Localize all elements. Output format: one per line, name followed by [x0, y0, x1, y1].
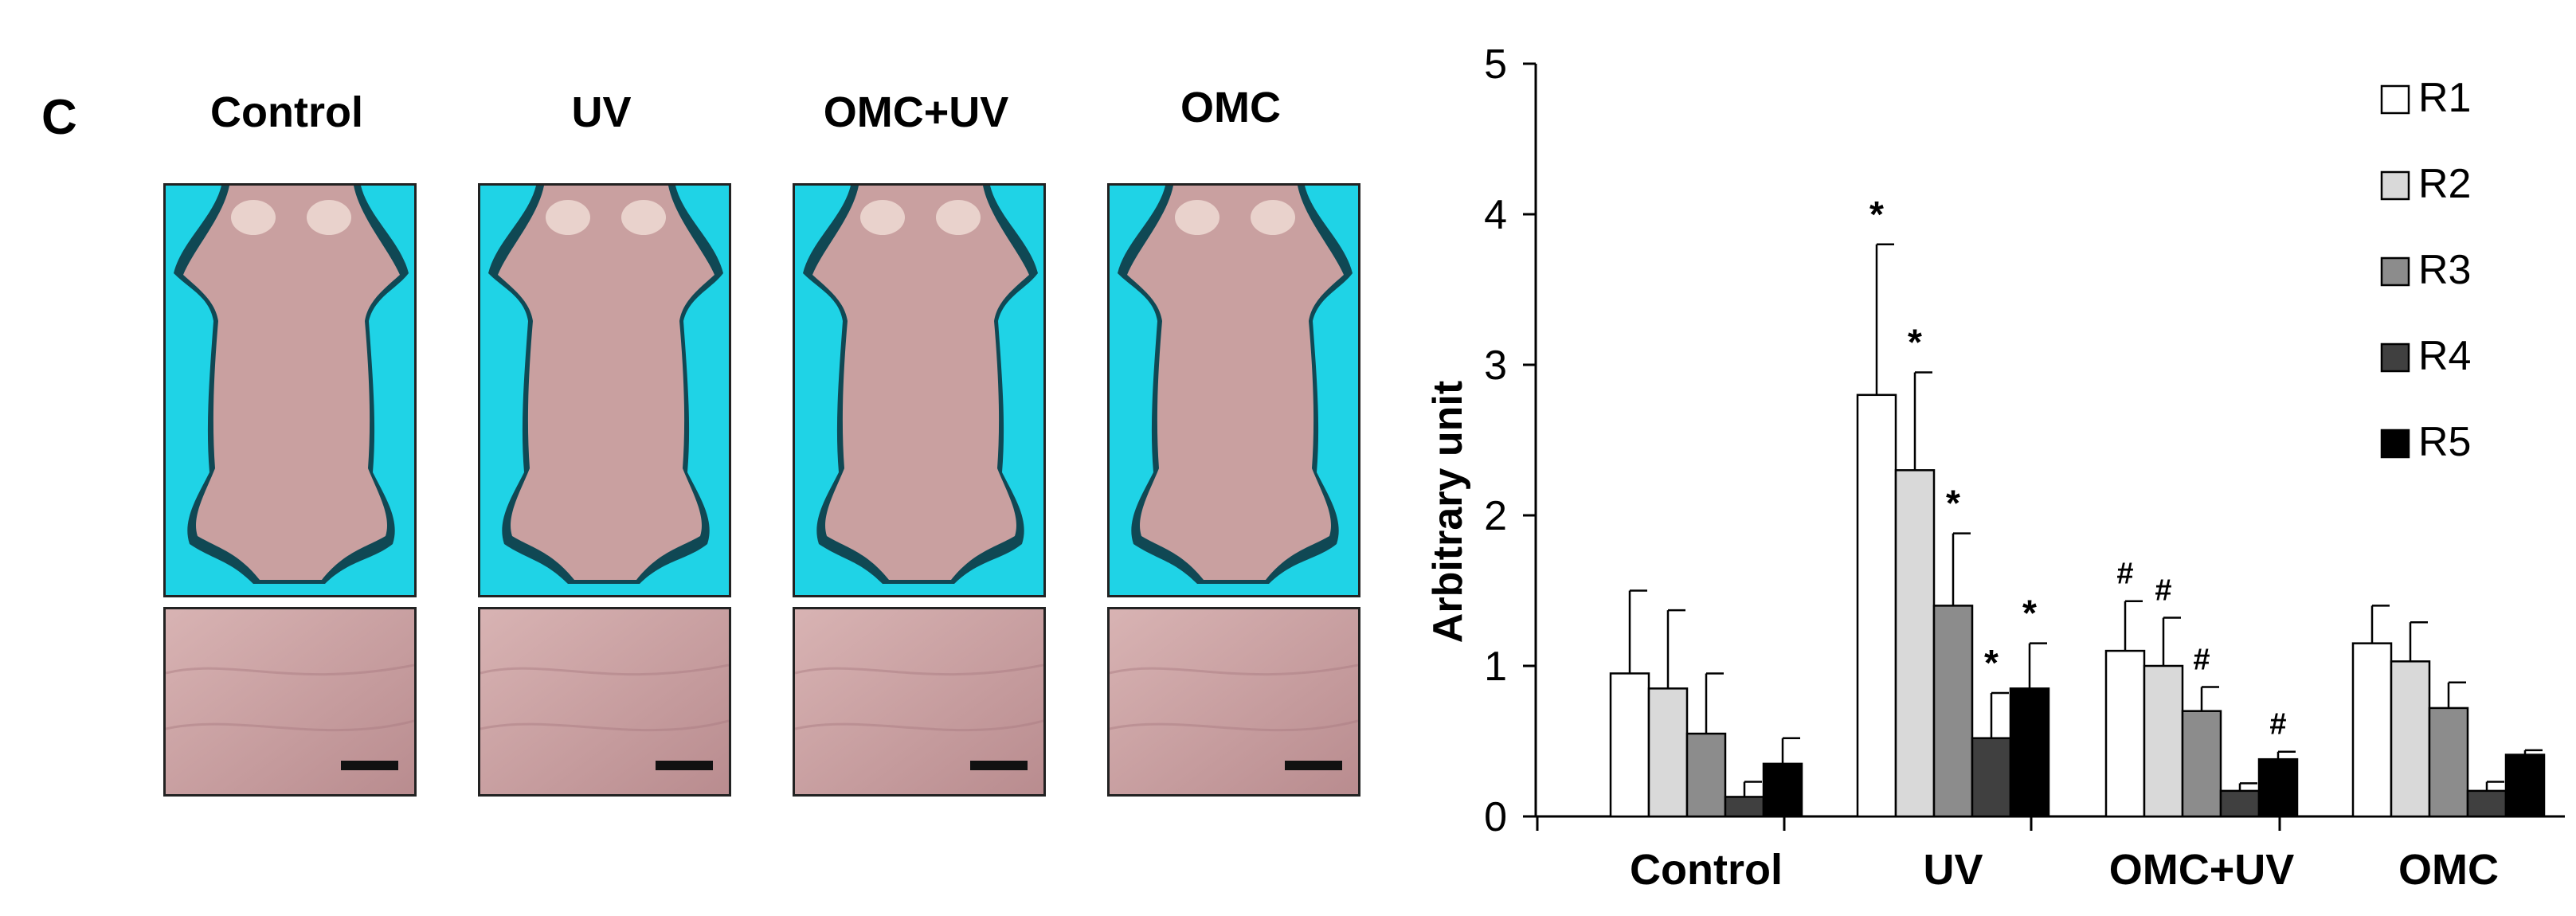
y-tick-label: 4 — [1484, 192, 1507, 238]
significance-mark: * — [2022, 593, 2037, 634]
x-category-label: UV — [1923, 846, 1983, 894]
bar — [1971, 737, 2012, 818]
bar — [1647, 687, 1689, 818]
legend-label: R2 — [2418, 161, 2471, 207]
y-tick-label: 0 — [1484, 794, 1507, 840]
significance-mark: * — [1946, 483, 1960, 524]
mouse-photo — [793, 183, 1046, 597]
bar — [1894, 469, 1936, 818]
bar-chart: 0 1 2 3 4 5 Arbitrary unit Control UV OMC+UV OMC * #… — [1425, 41, 2565, 894]
legend-swatch — [2380, 170, 2410, 201]
bar — [2466, 789, 2507, 818]
bar — [1762, 762, 1803, 818]
significance-mark: # — [2193, 643, 2210, 676]
bar — [1724, 796, 1765, 818]
bar — [2428, 707, 2469, 818]
y-tick-label: 5 — [1484, 41, 1507, 88]
bar — [1932, 605, 1974, 818]
significance-mark: # — [2269, 708, 2286, 742]
bar — [2219, 789, 2261, 818]
panel-label: C — [41, 90, 77, 145]
legend-swatch — [2380, 343, 2410, 373]
bar — [2009, 687, 2050, 818]
legend-swatch — [2380, 429, 2410, 459]
significance-mark: # — [2155, 574, 2171, 608]
photo-column-title: Control — [210, 88, 363, 136]
y-tick-label: 3 — [1484, 343, 1507, 389]
skin-closeup-photo — [478, 607, 731, 797]
legend-swatch — [2380, 84, 2410, 115]
significance-mark: * — [1869, 194, 1884, 235]
legend-swatch — [2380, 256, 2410, 287]
skin-closeup-photo — [163, 607, 417, 797]
bar — [2181, 710, 2222, 818]
bar — [2390, 660, 2431, 818]
bar — [1609, 672, 1650, 818]
bar — [2104, 649, 2146, 818]
y-tick-label: 1 — [1484, 644, 1507, 690]
scale-bar — [970, 761, 1028, 770]
legend-label: R1 — [2418, 75, 2471, 121]
bar — [1685, 732, 1727, 818]
bar — [2143, 664, 2184, 818]
mouse-photo — [1107, 183, 1360, 597]
significance-mark: * — [1908, 321, 1922, 362]
photo-column-title: OMC+UV — [823, 88, 1009, 136]
legend-label: R3 — [2418, 247, 2471, 293]
skin-closeup-photo — [793, 607, 1046, 797]
mouse-photo — [163, 183, 417, 597]
x-category-label: OMC — [2398, 846, 2499, 894]
photo-column-title: OMC — [1180, 84, 1281, 131]
skin-closeup-photo — [1107, 607, 1360, 797]
scale-bar — [1285, 761, 1342, 770]
legend-label: R5 — [2418, 419, 2471, 465]
bar — [2351, 642, 2393, 818]
bar — [1856, 393, 1897, 818]
x-category-label: OMC+UV — [2109, 846, 2295, 894]
scale-bar — [656, 761, 713, 770]
significance-mark: * — [1984, 642, 1999, 683]
y-axis-label: Arbitrary unit — [1425, 381, 1471, 643]
x-category-label: Control — [1630, 846, 1783, 894]
mouse-photo — [478, 183, 731, 597]
legend-label: R4 — [2418, 333, 2471, 379]
photo-column-title: UV — [571, 88, 632, 136]
significance-mark: # — [2116, 558, 2133, 591]
bar — [2257, 757, 2299, 818]
bar — [2504, 754, 2546, 818]
scale-bar — [341, 761, 398, 770]
y-tick-label: 2 — [1484, 493, 1507, 539]
